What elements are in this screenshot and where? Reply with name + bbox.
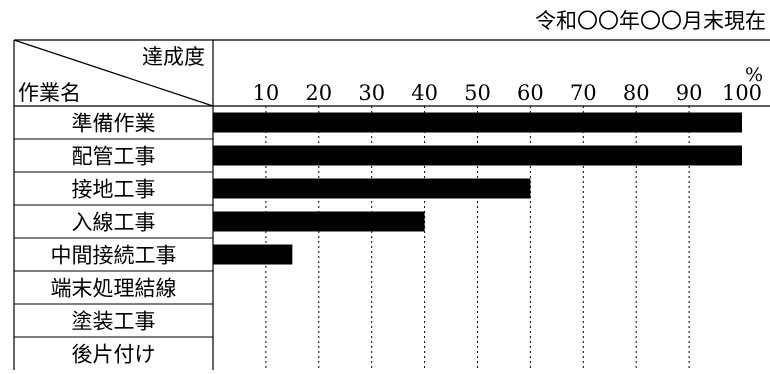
tick-label: 40 <box>411 81 438 105</box>
bars <box>213 112 742 265</box>
tick-label: 50 <box>464 81 491 105</box>
row-label: 配管工事 <box>72 145 156 169</box>
tick-label: 90 <box>676 81 703 105</box>
header-cell: 達成度 作業名 % <box>13 39 763 107</box>
unit-label: % <box>745 64 763 86</box>
tick-label: 100 <box>722 81 762 105</box>
tick-label: 10 <box>253 81 280 105</box>
row-label: 入線工事 <box>72 211 156 235</box>
row-label: 中間接続工事 <box>51 244 177 268</box>
progress-bar <box>213 244 293 265</box>
tick-label: 80 <box>623 81 650 105</box>
grid <box>265 106 690 370</box>
progress-bar <box>213 112 742 133</box>
row-label: 端末処理結線 <box>51 277 177 301</box>
table-frame <box>13 39 770 370</box>
header-row-label: 作業名 <box>18 81 81 105</box>
row-label: 接地工事 <box>72 178 156 202</box>
row-label: 準備作業 <box>72 112 156 136</box>
tick-label: 70 <box>570 81 597 105</box>
date-label: 令和〇〇年〇〇月末現在 <box>535 9 766 33</box>
progress-bar <box>213 178 531 199</box>
tick-label: 20 <box>305 81 332 105</box>
tick-label: 30 <box>358 81 385 105</box>
header-diagonal <box>13 39 214 107</box>
row-label: 後片付け <box>72 343 156 367</box>
row-label: 塗装工事 <box>72 310 156 334</box>
header-column-label: 達成度 <box>142 45 205 69</box>
progress-bar <box>213 145 742 166</box>
tick-labels: 10 20 30 40 50 60 70 80 90 100 <box>253 81 763 105</box>
tick-label: 60 <box>517 81 544 105</box>
progress-bar <box>213 211 425 232</box>
